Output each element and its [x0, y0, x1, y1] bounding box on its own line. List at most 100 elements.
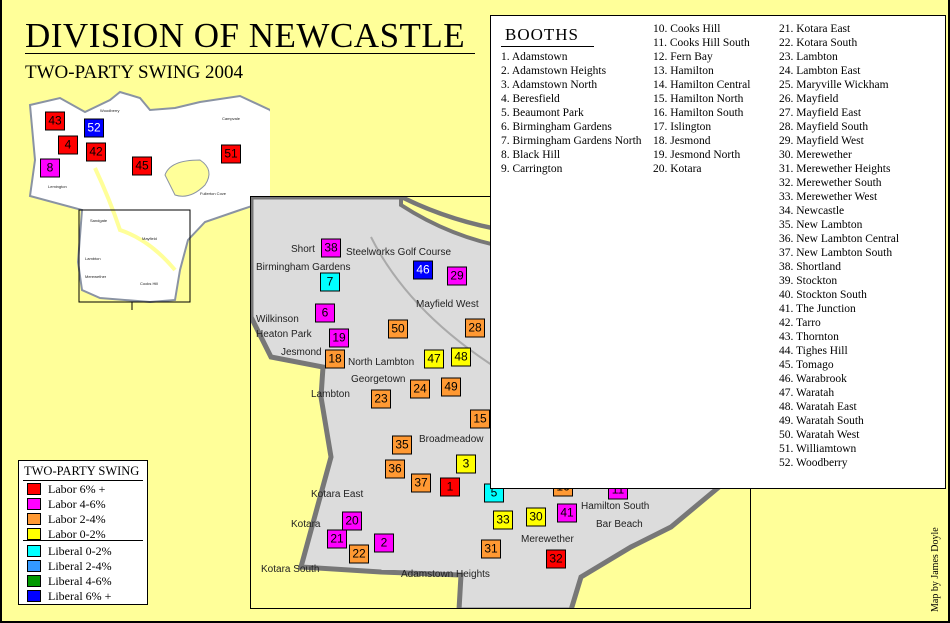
- booth-marker-30[interactable]: 30: [526, 507, 546, 527]
- booth-marker-19[interactable]: 19: [329, 328, 349, 348]
- booth-list-item: 52. Woodberry: [779, 457, 848, 469]
- legend-swatch: [27, 528, 41, 540]
- booth-marker-49[interactable]: 49: [441, 377, 461, 397]
- booth-list-item: 50. Waratah West: [779, 429, 860, 441]
- booth-list-item: 33. Merewether West: [779, 191, 878, 203]
- booth-marker-37[interactable]: 37: [411, 473, 431, 493]
- booth-list-item: 44. Tighes Hill: [779, 345, 848, 357]
- legend-item: Liberal 6% +: [27, 589, 111, 603]
- legend-swatch: [27, 590, 41, 602]
- booth-list-item: 20. Kotara: [653, 163, 702, 175]
- booth-list-item: 39. Stockton: [779, 275, 838, 287]
- booth-marker-52[interactable]: 52: [84, 118, 104, 138]
- booth-marker-51[interactable]: 51: [221, 144, 241, 164]
- booth-list-item: 38. Shortland: [779, 261, 841, 273]
- booth-list-item: 21. Kotara East: [779, 23, 851, 35]
- booth-marker-43[interactable]: 43: [45, 111, 65, 131]
- legend-divider: [23, 540, 143, 541]
- booth-list-item: 15. Hamilton North: [653, 93, 744, 105]
- place-label: Steelworks Golf Course: [346, 247, 451, 258]
- legend-item: Liberal 0-2%: [27, 544, 112, 558]
- booth-list-item: 2. Adamstown Heights: [501, 65, 607, 77]
- legend-item: Labor 4-6%: [27, 497, 106, 511]
- booth-list-item: 4. Beresfield: [501, 93, 560, 105]
- booth-marker-41[interactable]: 41: [557, 503, 577, 523]
- place-label: Adamstown Heights: [401, 569, 490, 580]
- booth-marker-8[interactable]: 8: [40, 158, 60, 178]
- booth-marker-21[interactable]: 21: [327, 529, 347, 549]
- booth-marker-47[interactable]: 47: [424, 349, 444, 369]
- booth-marker-31[interactable]: 31: [481, 539, 501, 559]
- booth-marker-24[interactable]: 24: [410, 379, 430, 399]
- inset-river: [93, 167, 177, 272]
- map-subtitle: TWO-PARTY SWING 2004: [25, 62, 244, 83]
- inset-place-label: Woodberry: [100, 108, 120, 113]
- booth-list-item: 30. Merewether: [779, 149, 852, 161]
- place-label: Lambton: [311, 389, 350, 400]
- legend-swatch: [27, 513, 41, 525]
- legend-label: Labor 0-2%: [48, 526, 106, 541]
- booth-marker-4[interactable]: 4: [58, 135, 78, 155]
- booth-marker-45[interactable]: 45: [132, 156, 152, 176]
- booth-marker-2[interactable]: 2: [374, 533, 394, 553]
- booth-list-item: 26. Mayfield: [779, 93, 839, 105]
- booth-list-item: 45. Tomago: [779, 359, 834, 371]
- booth-marker-36[interactable]: 36: [385, 459, 405, 479]
- inset-place-label: Mayfield: [142, 236, 157, 241]
- inset-lake: [164, 159, 210, 197]
- inset-place-label: Fullerton Cove: [200, 191, 227, 196]
- booth-list-item: 28. Mayfield South: [779, 121, 869, 133]
- legend-item: Labor 6% +: [27, 482, 105, 496]
- booth-marker-29[interactable]: 29: [447, 266, 467, 286]
- booth-marker-6[interactable]: 6: [315, 303, 335, 323]
- legend-swatch: [27, 575, 41, 587]
- booth-marker-15[interactable]: 15: [470, 409, 490, 429]
- legend-label: Liberal 0-2%: [48, 543, 112, 558]
- booth-marker-50[interactable]: 50: [388, 319, 408, 339]
- place-label: Georgetown: [351, 374, 405, 385]
- place-label: Hamilton South: [581, 501, 649, 512]
- booth-marker-28[interactable]: 28: [465, 318, 485, 338]
- booth-marker-32[interactable]: 32: [546, 549, 566, 569]
- booth-list-item: 24. Lambton East: [779, 65, 861, 77]
- booths-column-3: 21. Kotara East 22. Kotara South 23. Lambt…: [779, 22, 899, 470]
- booth-list-item: 13. Hamilton: [653, 65, 714, 77]
- legend-item: Liberal 2-4%: [27, 559, 112, 573]
- inset-place-label: Lemington: [48, 184, 67, 189]
- booth-marker-38[interactable]: 38: [321, 238, 341, 258]
- booth-marker-20[interactable]: 20: [342, 511, 362, 531]
- booth-list-item: 37. New Lambton South: [779, 247, 893, 259]
- booth-marker-46[interactable]: 46: [413, 260, 433, 280]
- booths-title-divider: [501, 46, 594, 47]
- legend-item: Liberal 4-6%: [27, 574, 112, 588]
- booth-list-item: 23. Lambton: [779, 51, 838, 63]
- place-label: Kotara South: [261, 564, 319, 575]
- legend-swatch: [27, 560, 41, 572]
- booths-title: BOOTHS: [505, 25, 580, 44]
- booth-marker-33[interactable]: 33: [493, 510, 513, 530]
- booth-list-item: 19. Jesmond North: [653, 149, 741, 161]
- legend-title: TWO-PARTY SWING: [24, 464, 140, 478]
- booth-list-item: 31. Merewether Heights: [779, 163, 891, 175]
- legend-swatch: [27, 483, 41, 495]
- booth-list-item: 25. Maryville Wickham: [779, 79, 889, 91]
- booth-marker-18[interactable]: 18: [325, 349, 345, 369]
- booth-marker-1[interactable]: 1: [440, 477, 460, 497]
- legend-label: Liberal 6% +: [48, 588, 112, 603]
- inset-land: [28, 90, 270, 304]
- booth-marker-35[interactable]: 35: [392, 435, 412, 455]
- booths-column-2: 10. Cooks Hill 11. Cooks Hill South 12. Fe…: [653, 22, 750, 176]
- place-label: Heaton Park: [256, 329, 313, 340]
- booth-list-item: 8. Black Hill: [501, 149, 561, 161]
- booth-list-item: 12. Fern Bay: [653, 51, 713, 63]
- booth-marker-7[interactable]: 7: [320, 272, 340, 292]
- booth-marker-42[interactable]: 42: [86, 142, 106, 162]
- booth-list-item: 5. Beaumont Park: [501, 107, 584, 119]
- booth-marker-48[interactable]: 48: [451, 347, 471, 367]
- booth-list-item: 7. Birmingham Gardens North: [501, 135, 642, 147]
- booth-marker-22[interactable]: 22: [349, 544, 369, 564]
- booth-marker-3[interactable]: 3: [456, 454, 476, 474]
- booth-marker-23[interactable]: 23: [371, 389, 391, 409]
- swing-legend: TWO-PARTY SWING Labor 6% + Labor 4-6% Labo…: [18, 460, 148, 605]
